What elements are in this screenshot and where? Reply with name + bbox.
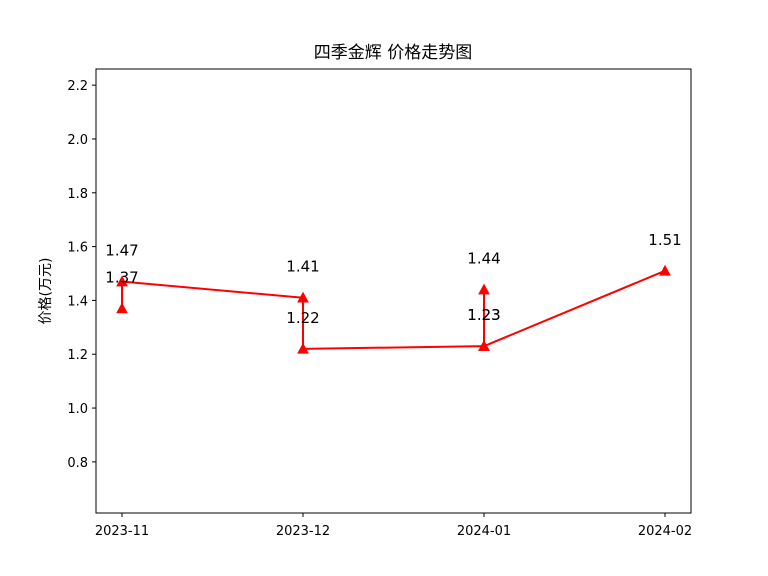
x-tick-label: 2024-02: [638, 524, 692, 539]
x-tick-label: 2024-01: [457, 524, 511, 539]
price-series: [116, 264, 671, 354]
y-tick-label: 1.0: [67, 402, 88, 417]
data-point-marker: [297, 342, 309, 354]
data-label: 1.23: [467, 306, 500, 324]
data-point-marker: [478, 340, 490, 351]
data-label: 1.44: [467, 250, 500, 268]
data-label: 1.23: [467, 306, 500, 324]
data-label: 1.51: [648, 231, 681, 249]
y-tick-label: 1.6: [67, 241, 88, 256]
data-point-marker: [659, 264, 671, 276]
y-axis: 0.8 1.0 1.2 1.4 1.6 1.8 2.0 2.2: [67, 79, 96, 471]
x-axis: 2023-11 2023-12 2024-01 2024-02: [95, 513, 692, 539]
y-tick-label: 1.2: [67, 348, 88, 363]
data-point-marker: [116, 275, 128, 287]
y-tick-label: 2.2: [67, 79, 88, 94]
data-label: 1.47: [105, 242, 138, 260]
x-tick-label: 2023-11: [95, 524, 149, 539]
x-tick-label: 2023-12: [276, 524, 330, 539]
y-axis-label: 价格(万元): [38, 258, 54, 325]
series-line: [121, 269, 666, 350]
data-point-marker: [116, 302, 128, 314]
data-label: 1.37: [105, 268, 138, 286]
data-label: 1.22: [286, 309, 319, 327]
data-labels: 1.371.471.411.22 1.231.441.231.51: [105, 231, 681, 327]
y-tick-label: 2.0: [67, 133, 88, 148]
data-point-marker: [478, 283, 490, 295]
data-label: 1.41: [286, 258, 319, 276]
chart-title: 四季金辉 价格走势图: [314, 43, 472, 63]
y-tick-label: 0.8: [67, 456, 88, 471]
plot-frame: [95, 68, 692, 514]
y-tick-label: 1.4: [67, 294, 88, 309]
data-point-marker: [297, 291, 309, 303]
y-tick-label: 1.8: [67, 187, 88, 202]
